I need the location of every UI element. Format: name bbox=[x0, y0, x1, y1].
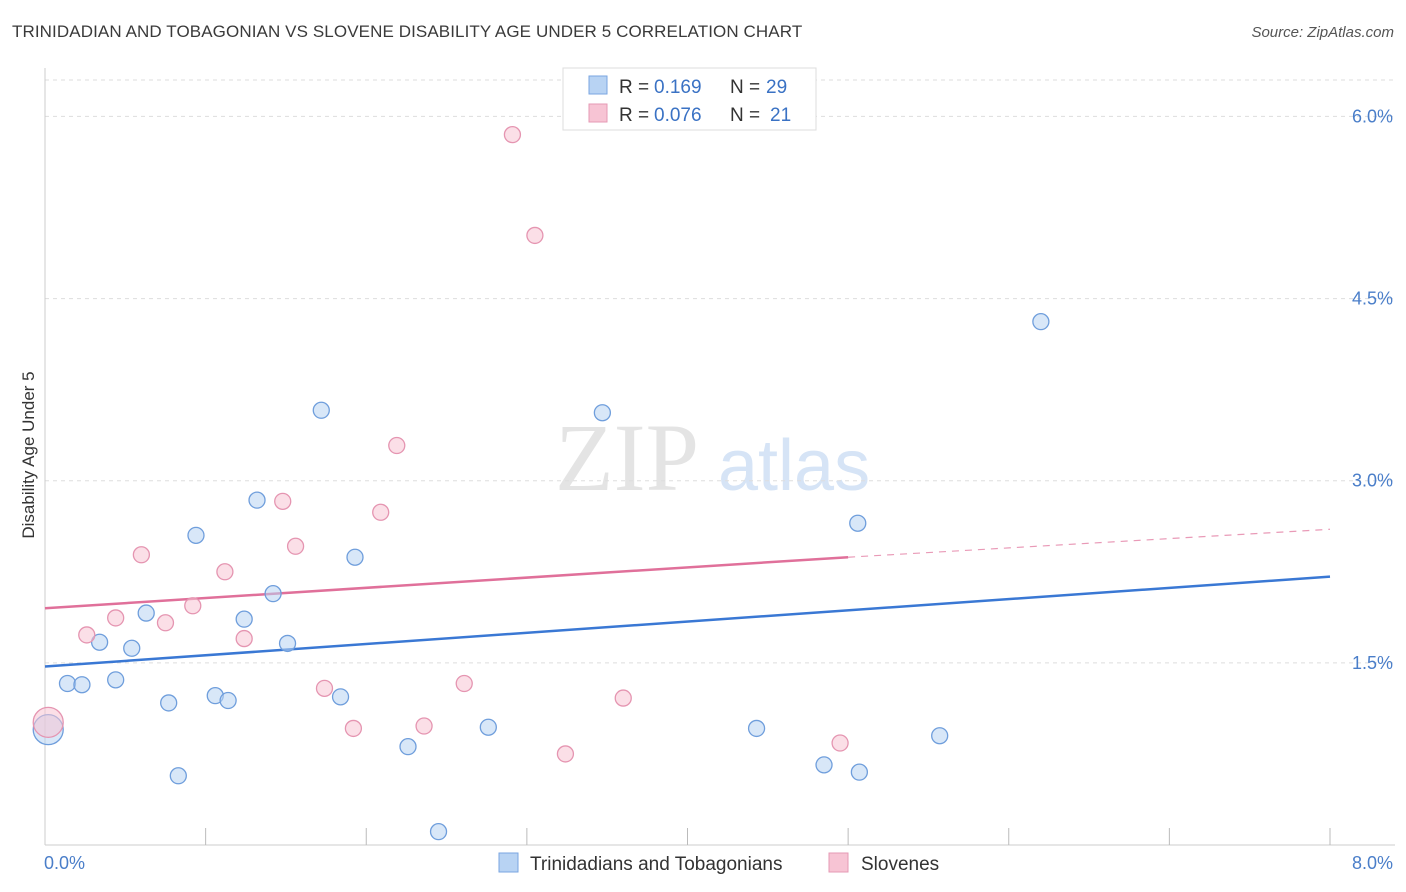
point-blue-15 bbox=[278, 634, 297, 653]
y-tick-label-3: 6.0% bbox=[1352, 106, 1393, 126]
legend-swatch-blue bbox=[588, 75, 608, 95]
trend-line-blue bbox=[44, 575, 1331, 668]
legend-n-label-blue: N = bbox=[730, 77, 760, 98]
point-blue-4 bbox=[107, 671, 125, 689]
legend-n-value-pink: 21 bbox=[770, 105, 791, 126]
point-blue-21 bbox=[479, 718, 497, 736]
watermark-zip: ZIP bbox=[555, 404, 699, 511]
point-blue-26 bbox=[850, 763, 869, 781]
y-tick-label-2: 4.5% bbox=[1352, 289, 1393, 309]
point-blue-14 bbox=[264, 584, 282, 603]
point-pink-10 bbox=[315, 679, 334, 698]
point-blue-7 bbox=[160, 694, 178, 712]
axes: 1.5% 3.0% 4.5% 6.0% 0.0% 8.0% bbox=[44, 68, 1395, 873]
point-pink-9 bbox=[286, 537, 305, 555]
legend-r-label-blue: R = bbox=[619, 77, 649, 98]
point-blue-13 bbox=[248, 491, 266, 509]
bottom-legend-label-pink: Slovenes bbox=[861, 854, 939, 875]
point-pink-15 bbox=[455, 674, 473, 693]
point-blue-17 bbox=[331, 688, 350, 706]
point-pink-17 bbox=[526, 226, 544, 245]
point-blue-3 bbox=[90, 633, 109, 651]
bottom-legend-swatch-blue bbox=[498, 852, 519, 873]
data-points bbox=[32, 125, 1050, 841]
trend-line-pink-extension bbox=[848, 528, 1331, 558]
point-blue-12 bbox=[235, 610, 253, 628]
stats-legend: R = 0.169 N = 29 R = 0.076 N = 21 bbox=[562, 67, 817, 131]
legend-r-value-pink: 0.076 bbox=[654, 105, 702, 126]
point-blue-27 bbox=[931, 727, 949, 745]
point-blue-16 bbox=[312, 401, 330, 419]
point-pink-8 bbox=[274, 492, 292, 511]
point-pink-1 bbox=[78, 626, 96, 644]
point-pink-14 bbox=[415, 717, 433, 735]
legend-n-value-blue: 29 bbox=[766, 77, 787, 98]
point-pink-18 bbox=[556, 745, 575, 763]
legend-swatch-pink bbox=[588, 103, 608, 123]
point-blue-1 bbox=[58, 674, 77, 693]
point-blue-25 bbox=[849, 514, 867, 532]
point-pink-12 bbox=[372, 503, 390, 521]
point-pink-4 bbox=[156, 614, 175, 632]
legend-n-label-pink: N = bbox=[730, 105, 760, 126]
point-blue-18 bbox=[346, 548, 364, 566]
point-blue-19 bbox=[399, 737, 417, 756]
bottom-legend-swatch-pink bbox=[828, 852, 849, 873]
point-pink-2 bbox=[107, 609, 125, 627]
trend-line-pink bbox=[44, 555, 849, 610]
series-legend: Trinidadians and Tobagonians Slovenes bbox=[498, 852, 939, 875]
x-tick-label-1: 8.0% bbox=[1352, 853, 1393, 873]
point-blue-20 bbox=[429, 822, 448, 841]
y-tick-label-1: 3.0% bbox=[1352, 471, 1393, 491]
legend-r-value-blue: 0.169 bbox=[654, 77, 702, 98]
point-pink-3 bbox=[132, 546, 151, 564]
point-pink-20 bbox=[831, 734, 849, 752]
legend-r-label-pink: R = bbox=[619, 105, 649, 126]
point-pink-6 bbox=[216, 563, 234, 581]
point-blue-23 bbox=[747, 719, 766, 738]
point-blue-2 bbox=[73, 676, 91, 694]
point-blue-5 bbox=[123, 639, 141, 657]
y-tick-label-0: 1.5% bbox=[1352, 653, 1393, 673]
x-tick-label-0: 0.0% bbox=[44, 853, 85, 873]
bottom-legend-label-blue: Trinidadians and Tobagonians bbox=[530, 854, 782, 875]
point-pink-7 bbox=[235, 629, 253, 648]
trend-lines bbox=[44, 528, 1331, 668]
grid-lines bbox=[45, 79, 1395, 664]
watermark-atlas: atlas bbox=[718, 426, 870, 506]
point-blue-11 bbox=[219, 691, 237, 710]
point-blue-28 bbox=[1032, 312, 1050, 331]
source-label: Source: ZipAtlas.com bbox=[1251, 24, 1394, 41]
point-pink-11 bbox=[344, 719, 363, 738]
point-pink-19 bbox=[614, 689, 632, 707]
point-blue-24 bbox=[815, 756, 833, 774]
point-blue-6 bbox=[137, 604, 155, 622]
point-pink-5 bbox=[184, 597, 202, 615]
point-blue-8 bbox=[169, 767, 187, 785]
point-pink-16 bbox=[503, 125, 522, 144]
y-axis-label: Disability Age Under 5 bbox=[19, 371, 38, 538]
chart-title: TRINIDADIAN AND TOBAGONIAN VS SLOVENE DI… bbox=[12, 22, 803, 41]
point-pink-0 bbox=[32, 706, 64, 739]
point-pink-13 bbox=[388, 436, 406, 455]
point-blue-22 bbox=[593, 404, 612, 422]
point-blue-9 bbox=[187, 526, 205, 545]
